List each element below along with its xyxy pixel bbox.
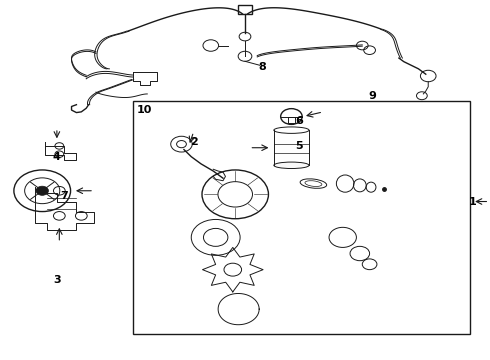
Circle shape: [36, 186, 49, 195]
Text: 9: 9: [368, 91, 376, 101]
Text: 2: 2: [190, 138, 197, 147]
Text: 4: 4: [53, 152, 61, 162]
Text: 6: 6: [295, 116, 303, 126]
Text: 10: 10: [137, 105, 152, 115]
Text: 1: 1: [468, 197, 476, 207]
Text: 7: 7: [60, 191, 68, 201]
Ellipse shape: [274, 162, 309, 168]
Text: 5: 5: [295, 141, 302, 151]
Text: 3: 3: [53, 275, 61, 285]
Text: 8: 8: [258, 62, 266, 72]
Bar: [133, 101, 470, 334]
